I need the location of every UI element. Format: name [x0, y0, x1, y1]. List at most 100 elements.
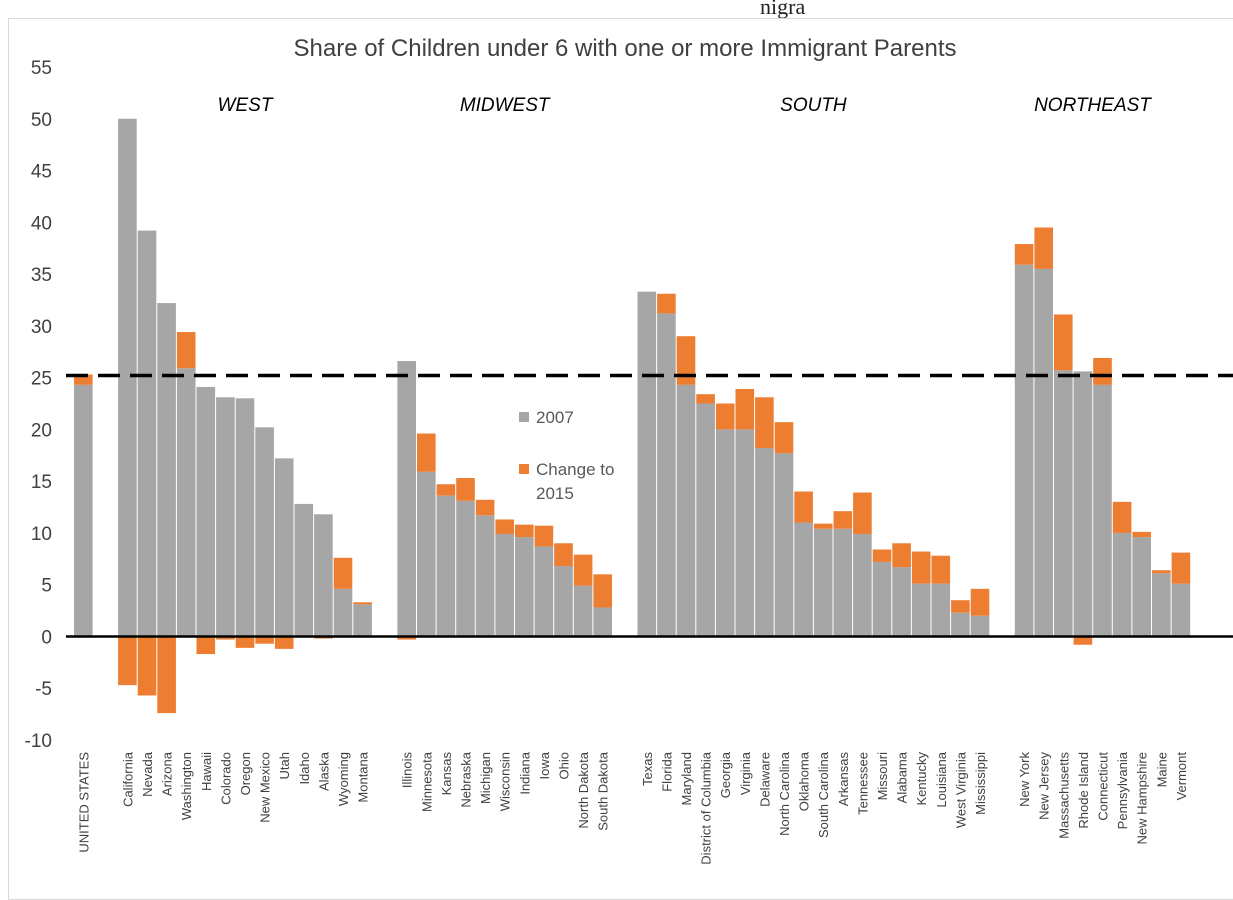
- bar-change-new-mexico: [255, 636, 274, 644]
- x-tick-label-nevada: Nevada: [140, 751, 155, 797]
- x-tick-label-arizona: Arizona: [160, 751, 175, 796]
- bar-2007-south-carolina: [813, 528, 833, 637]
- bar-2007-arkansas: [833, 528, 853, 637]
- x-tick-label-new-mexico: New Mexico: [258, 752, 273, 823]
- bar-2007-pennsylvania: [1112, 532, 1132, 637]
- bar-2007-district-of-columbia: [696, 403, 715, 637]
- bar-2007-idaho: [294, 503, 314, 637]
- x-tick-label-hawaii: Hawaii: [199, 752, 214, 791]
- x-tick-label-new-jersey: New Jersey: [1037, 752, 1052, 820]
- y-tick-label: 10: [31, 524, 52, 545]
- y-tick-label: 20: [31, 420, 52, 441]
- bar-2007-mississippi: [970, 615, 990, 637]
- bar-change-georgia: [715, 403, 735, 430]
- bar-change-virginia: [735, 389, 755, 430]
- bar-change-new-jersey: [1034, 227, 1053, 269]
- x-tick-label-georgia: Georgia: [718, 751, 733, 798]
- bar-change-new-hampshire: [1132, 531, 1151, 538]
- bar-change-colorado: [216, 636, 235, 640]
- bar-change-oregon: [235, 636, 255, 648]
- x-tick-label-pennsylvania: Pennsylvania: [1115, 751, 1130, 829]
- legend-label-change-line1: Change to: [536, 460, 614, 479]
- bar-change-connecticut: [1093, 357, 1112, 385]
- x-tick-label-south-carolina: South Carolina: [816, 751, 831, 838]
- x-tick-label-alaska: Alaska: [316, 751, 331, 791]
- bar-2007-minnesota: [417, 471, 436, 637]
- y-tick-label: 40: [31, 213, 52, 234]
- bar-change-alabama: [892, 543, 911, 568]
- x-tick-label-tennessee: Tennessee: [855, 752, 870, 815]
- x-tick-label-kentucky: Kentucky: [914, 752, 929, 806]
- bar-2007-new-jersey: [1034, 268, 1053, 637]
- bar-2007-colorado: [216, 397, 235, 637]
- axis-layer: -10 -5 0 5 10 15 20 25 30 35 40 45 50 55: [25, 58, 1233, 752]
- bar-2007-connecticut: [1093, 384, 1112, 637]
- x-tick-label-mississippi: Mississippi: [973, 752, 988, 815]
- y-tick-label: 15: [31, 472, 52, 493]
- x-tick-label-district-of-columbia: District of Columbia: [699, 751, 714, 864]
- x-tick-label-minnesota: Minnesota: [419, 751, 434, 812]
- legend-label-change: Change to 2015: [536, 460, 614, 503]
- bar-2007-oregon: [235, 398, 255, 637]
- x-tick-label-oklahoma: Oklahoma: [797, 751, 812, 811]
- bar-2007-louisiana: [931, 583, 951, 637]
- y-tick-label: 55: [31, 58, 52, 79]
- bar-change-rhode-island: [1073, 636, 1093, 645]
- x-tick-label-massachusetts: Massachusetts: [1056, 752, 1071, 839]
- bar-change-south-carolina: [813, 523, 833, 529]
- bars-layer: [74, 118, 1191, 714]
- bar-2007-north-dakota: [573, 585, 593, 637]
- bar-2007-utah: [274, 458, 294, 637]
- bar-change-west-virginia: [951, 600, 970, 613]
- y-tick-label: 45: [31, 162, 52, 183]
- x-tick-label-wyoming: Wyoming: [336, 752, 351, 806]
- y-tick-label: 30: [31, 317, 52, 338]
- bar-2007-virginia: [735, 429, 755, 637]
- bar-2007-washington: [176, 368, 196, 637]
- bar-change-hawaii: [196, 636, 216, 655]
- bar-change-nebraska: [456, 478, 475, 501]
- x-tick-label-north-carolina: North Carolina: [777, 751, 792, 836]
- bar-2007-rhode-island: [1073, 371, 1093, 637]
- bar-2007-north-carolina: [774, 453, 794, 637]
- bar-2007-ohio: [554, 566, 573, 637]
- bar-2007-massachusetts: [1054, 370, 1073, 637]
- bar-change-north-carolina: [774, 422, 794, 454]
- x-tick-label-oregon: Oregon: [238, 752, 253, 795]
- bar-2007-georgia: [715, 429, 735, 637]
- x-tick-label-michigan: Michigan: [478, 752, 493, 804]
- bar-change-illinois: [397, 636, 416, 640]
- bar-2007-united-states: [74, 384, 93, 637]
- bar-2007-maryland: [676, 384, 696, 637]
- y-tick-label: 0: [41, 627, 52, 648]
- x-tick-label-missouri: Missouri: [875, 752, 890, 801]
- x-tick-label-new-hampshire: New Hampshire: [1135, 752, 1150, 844]
- x-tick-label-idaho: Idaho: [297, 752, 312, 785]
- bar-2007-hawaii: [196, 386, 216, 637]
- x-tick-label-arkansas: Arkansas: [836, 752, 851, 807]
- region-label-west: WEST: [218, 95, 274, 116]
- y-tick-label: 25: [31, 369, 52, 390]
- x-tick-label-united-states: UNITED STATES: [76, 752, 91, 853]
- x-tick-label-virginia: Virginia: [738, 751, 753, 795]
- bar-change-south-dakota: [593, 574, 612, 608]
- y-tick-label: -5: [35, 679, 52, 700]
- bar-change-pennsylvania: [1112, 501, 1132, 533]
- bar-2007-maine: [1152, 573, 1171, 637]
- x-tick-label-delaware: Delaware: [757, 752, 772, 807]
- x-tick-label-colorado: Colorado: [218, 752, 233, 805]
- bar-change-indiana: [515, 524, 534, 538]
- x-tick-label-west-virginia: West Virginia: [953, 751, 968, 828]
- bar-2007-wyoming: [333, 588, 353, 637]
- bar-2007-arizona: [157, 303, 176, 637]
- bar-2007-indiana: [515, 537, 534, 637]
- legend-swatch-2007: [519, 412, 529, 422]
- bar-2007-new-hampshire: [1132, 537, 1151, 637]
- bar-change-utah: [274, 636, 294, 649]
- bar-2007-alabama: [892, 567, 911, 637]
- x-tick-label-alabama: Alabama: [895, 751, 910, 803]
- x-tick-label-montana: Montana: [356, 751, 371, 802]
- bar-2007-michigan: [475, 515, 495, 637]
- x-tick-label-utah: Utah: [277, 752, 292, 779]
- x-tick-label-texas: Texas: [640, 752, 655, 786]
